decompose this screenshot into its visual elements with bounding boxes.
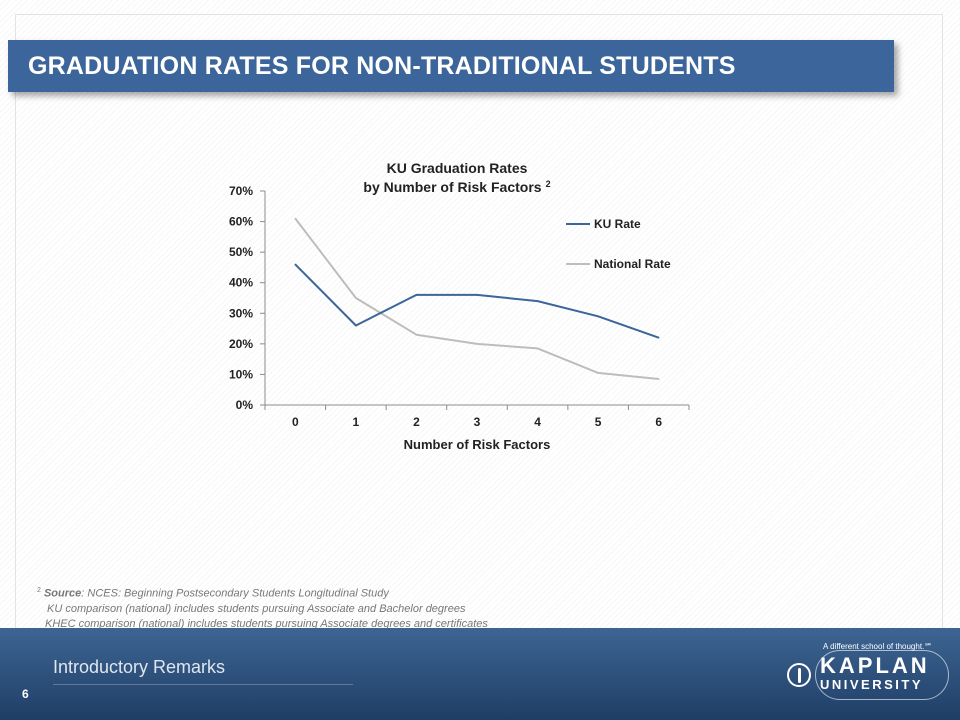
title-bar: GRADUATION RATES FOR NON-TRADITIONAL STU… (8, 40, 894, 92)
x-tick-label: 0 (292, 415, 299, 429)
x-tick-label: 4 (534, 415, 541, 429)
x-tick-label: 5 (595, 415, 602, 429)
legend: KU Rate National Rate (566, 217, 671, 271)
torch-icon (787, 663, 811, 687)
data-point (294, 217, 297, 220)
y-tick-label: 30% (229, 306, 253, 320)
footnote: 2 Source: NCES: Beginning Postsecondary … (37, 583, 488, 632)
chart-subtitle: by Number of Risk Factors 2 (363, 179, 550, 195)
series-layer (294, 217, 660, 380)
y-tick-label: 0% (236, 398, 254, 412)
footnote-marker: 2 (37, 587, 41, 594)
footer: Introductory Remarks 6 A different schoo… (0, 628, 960, 720)
y-tick-label: 10% (229, 367, 253, 381)
x-tick-label: 3 (474, 415, 481, 429)
legend-label-ku-rate: KU Rate (594, 217, 641, 231)
legend-label-national-rate: National Rate (594, 257, 671, 271)
x-tick-label: 1 (353, 415, 360, 429)
data-point (536, 300, 539, 302)
x-tick-label: 2 (413, 415, 420, 429)
data-point (476, 343, 478, 345)
data-point (476, 294, 478, 296)
data-point (597, 372, 599, 374)
logo-text-university: UNIVERSITY (820, 677, 924, 692)
x-tick-label: 6 (655, 415, 662, 429)
footnote-line-2: KU comparison (national) includes studen… (47, 602, 466, 615)
logo-tagline: A different school of thought.℠ (823, 642, 933, 651)
data-point (415, 333, 418, 336)
y-tick-label: 40% (229, 276, 253, 290)
series-line-national-rate (294, 217, 659, 380)
data-point (355, 324, 357, 327)
data-point (536, 347, 539, 350)
page-number: 6 (22, 687, 29, 701)
x-axis-label: Number of Risk Factors (404, 437, 551, 452)
y-tick-label: 20% (229, 337, 253, 351)
chart-subtitle-text: by Number of Risk Factors (363, 179, 541, 195)
y-tick-label: 60% (229, 215, 253, 229)
chart-title: KU Graduation Rates (387, 160, 528, 176)
y-tick-label: 70% (229, 184, 253, 198)
series-line-ku-rate (294, 263, 660, 339)
data-point (355, 297, 357, 299)
footer-section-title: Introductory Remarks (53, 657, 226, 677)
footnote-line-3: KHEC comparison (national) includes stud… (45, 617, 488, 630)
logo-swoosh-icon (815, 650, 949, 700)
footnote-line-1: 2 Source: NCES: Beginning Postsecondary … (37, 583, 488, 602)
footnote-source-text: : NCES: Beginning Postsecondary Students… (81, 587, 389, 600)
data-point (415, 294, 418, 296)
data-point (657, 336, 660, 339)
data-point (294, 263, 297, 266)
footer-rule (53, 684, 353, 685)
slide-title: GRADUATION RATES FOR NON-TRADITIONAL STU… (28, 52, 736, 80)
kaplan-university-logo: KAPLAN UNIVERSITY (787, 650, 949, 700)
footnote-source-label: Source (43, 587, 82, 600)
axes: 0% 10% 20% 30% 40% 50% 60% 70% 0 1 2 3 4 5 6 (229, 184, 690, 429)
data-point (657, 378, 660, 380)
data-point (597, 315, 599, 318)
logo-text-kaplan: KAPLAN (820, 653, 930, 678)
chart-title-superscript: 2 (546, 179, 551, 189)
y-tick-label: 50% (229, 245, 253, 259)
